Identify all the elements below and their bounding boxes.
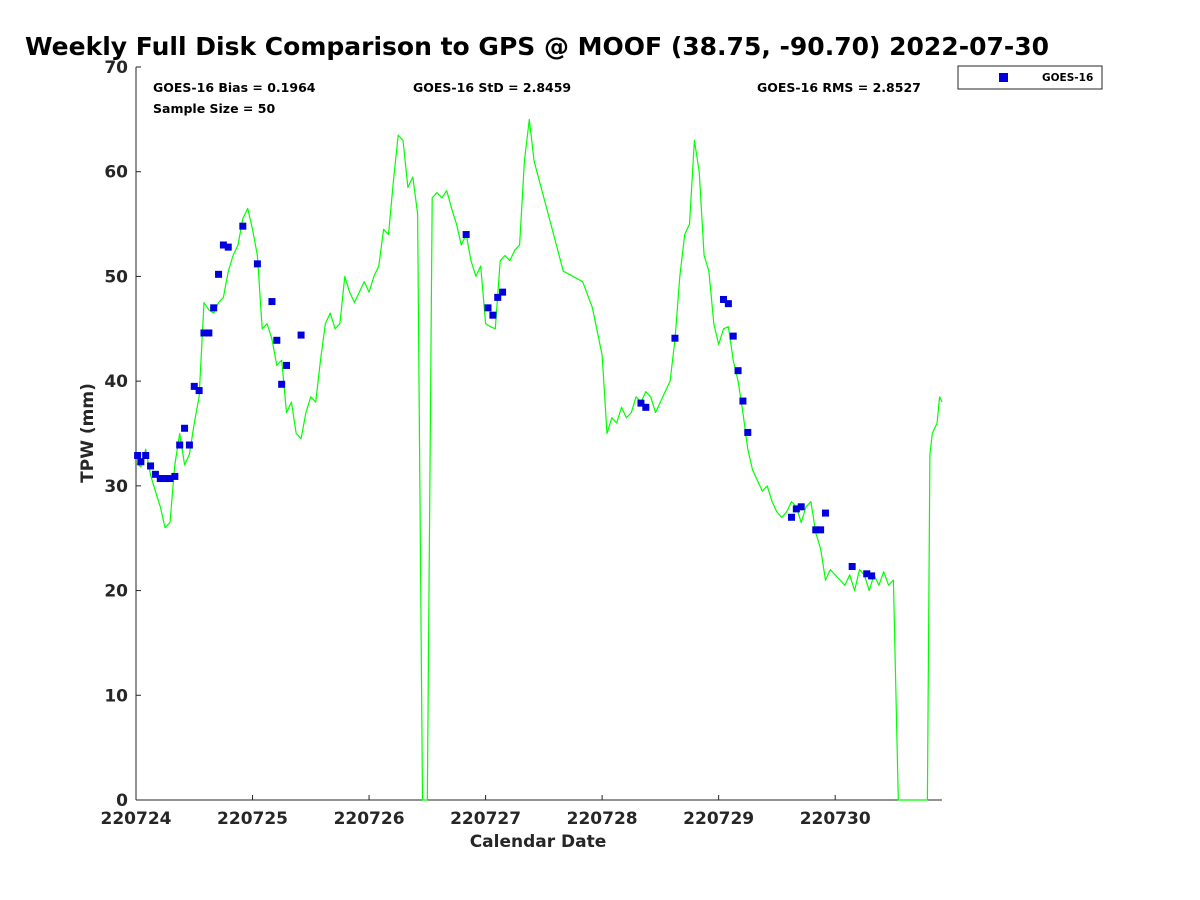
goes16-point <box>181 424 189 432</box>
goes16-point <box>137 458 145 466</box>
y-tick-label: 30 <box>104 477 128 497</box>
goes16-point <box>494 293 502 301</box>
goes16-point <box>239 222 247 230</box>
goes16-point <box>142 451 150 459</box>
x-tick-label: 220726 <box>334 809 405 829</box>
goes16-point <box>671 334 679 342</box>
y-tick-label: 70 <box>104 58 128 78</box>
stat-bias: GOES-16 Bias = 0.1964 <box>153 80 316 95</box>
goes16-point <box>215 270 223 278</box>
goes16-point <box>724 300 732 308</box>
y-tick-label: 10 <box>104 686 128 706</box>
goes16-point <box>185 441 193 449</box>
goes16-point <box>268 298 276 306</box>
x-tick-label: 220727 <box>450 809 521 829</box>
x-tick-label: 220730 <box>800 809 871 829</box>
goes16-point <box>161 475 169 483</box>
goes16-point <box>787 513 795 521</box>
legend: GOES-16 <box>957 65 1103 90</box>
goes16-point <box>171 472 179 480</box>
goes16-point <box>821 509 829 517</box>
goes16-point <box>484 304 492 312</box>
goes16-point <box>812 526 820 534</box>
goes16-point <box>637 399 645 407</box>
goes16-point <box>166 475 174 483</box>
y-tick-label: 0 <box>116 791 128 811</box>
gps-tpw-line <box>135 118 943 801</box>
x-tick-group: 220724 220725 220726 220727 220728 220729 2207… <box>101 795 871 829</box>
goes16-point <box>224 243 232 251</box>
goes16-point <box>499 288 507 296</box>
stat-rms: GOES-16 RMS = 2.8527 <box>757 80 921 95</box>
goes16-series-group <box>134 222 876 580</box>
goes16-point <box>253 260 261 268</box>
goes16-point <box>219 241 227 249</box>
y-tick-label: 40 <box>104 372 128 392</box>
y-tick-label: 60 <box>104 163 128 183</box>
y-tick-label: 20 <box>104 582 128 602</box>
goes16-point <box>278 380 286 388</box>
goes16-point <box>210 304 218 312</box>
goes16-point <box>462 231 470 239</box>
x-tick-label: 220724 <box>101 809 172 829</box>
goes16-point <box>817 526 825 534</box>
goes16-point <box>151 470 159 478</box>
legend-box <box>957 65 1103 90</box>
goes16-point <box>195 387 203 395</box>
goes16-point <box>205 329 213 337</box>
x-tick-label: 220729 <box>683 809 754 829</box>
goes16-point <box>868 572 876 580</box>
goes16-point <box>744 428 752 436</box>
x-tick-label: 220725 <box>217 809 288 829</box>
goes16-point <box>190 382 198 390</box>
gps-series-group <box>135 118 943 801</box>
goes16-point <box>273 336 281 344</box>
goes16-point <box>797 503 805 511</box>
goes16-point <box>739 397 747 405</box>
goes16-point <box>729 332 737 340</box>
goes16-point <box>134 451 142 459</box>
goes16-point <box>156 475 164 483</box>
stat-sample-size: Sample Size = 50 <box>153 101 275 116</box>
y-axis-label: TPW (mm) <box>78 383 98 483</box>
goes16-point <box>147 462 155 470</box>
plot-area: 0 10 20 30 40 50 60 70 220724 220725 220726 220727… <box>101 58 943 829</box>
goes16-point <box>176 441 184 449</box>
legend-label-goes16: GOES-16 <box>1042 72 1093 84</box>
goes16-point <box>200 329 208 337</box>
y-tick-label: 50 <box>104 267 128 287</box>
stat-std: GOES-16 StD = 2.8459 <box>413 80 571 95</box>
goes16-point <box>642 403 650 411</box>
goes16-point <box>297 331 305 339</box>
y-tick-group: 0 10 20 30 40 50 60 70 <box>104 58 141 811</box>
legend-marker-goes16 <box>999 73 1008 82</box>
goes16-point <box>848 562 856 570</box>
goes16-point <box>489 311 497 319</box>
x-tick-label: 220728 <box>567 809 638 829</box>
goes16-point <box>283 361 291 369</box>
goes16-point <box>720 295 728 303</box>
goes16-point <box>734 367 742 375</box>
goes16-point <box>863 570 871 578</box>
x-axis-label: Calendar Date <box>470 832 607 852</box>
chart-title: Weekly Full Disk Comparison to GPS @ MOO… <box>25 32 1049 61</box>
goes16-point <box>792 505 800 513</box>
